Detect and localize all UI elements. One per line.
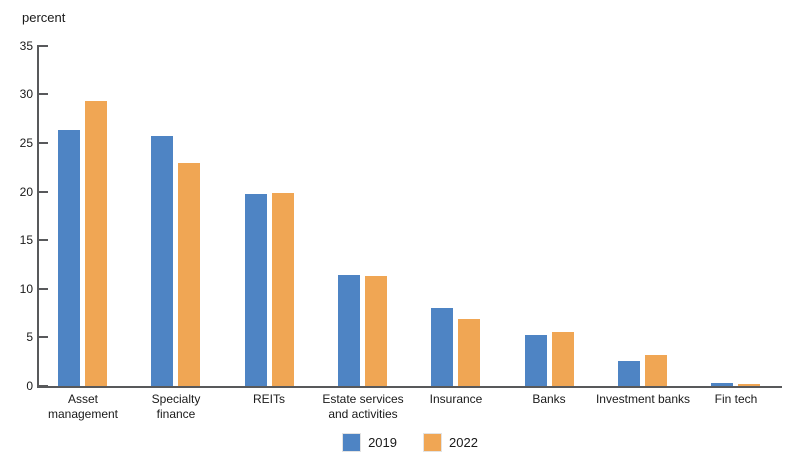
legend-label: 2019 [368, 435, 397, 450]
y-tick-label: 25 [19, 136, 33, 150]
y-axis-unit-label: percent [22, 10, 66, 25]
x-category-label: Banks [532, 392, 566, 406]
y-tick-label: 0 [26, 379, 33, 393]
y-tick-mark [38, 142, 48, 144]
bar-2022-investment-banks [645, 355, 667, 386]
legend-label: 2022 [449, 435, 478, 450]
bar-2019-specialty-finance [151, 136, 173, 386]
legend: 2019 2022 [38, 433, 782, 452]
y-tick-label: 20 [19, 184, 33, 199]
y-tick-label: 35 [19, 38, 33, 53]
bar-2022-asset-management [85, 101, 107, 386]
y-tick-mark [38, 44, 48, 47]
x-category-label: Estate services and activities [322, 392, 404, 421]
bar-2019-insurance [431, 308, 453, 386]
legend-item-2019: 2019 [342, 433, 397, 452]
legend-swatch-2022 [423, 433, 442, 452]
y-tick-label: 5 [26, 330, 33, 345]
bar-2019-asset-management [58, 130, 80, 386]
bar-2022-banks [552, 332, 574, 386]
x-category-label: REITs [252, 392, 285, 406]
y-tick-mark [38, 287, 48, 290]
y-tick-mark [38, 336, 48, 339]
x-category-label: Specialty finance [151, 392, 201, 421]
legend-swatch-2019 [342, 433, 362, 452]
bar-2019-fin-tech [711, 383, 733, 386]
bar-2022-fin-tech [738, 384, 760, 386]
bar-2019-estate-services-and-activities [338, 275, 360, 386]
x-category-label: Fin tech [714, 392, 758, 406]
bar-2022-insurance [458, 319, 480, 386]
x-axis-line [37, 386, 782, 388]
y-tick-label: 30 [19, 87, 33, 102]
x-category-label: Asset management [47, 392, 119, 421]
bar-2022-specialty-finance [178, 163, 200, 386]
x-category-label: Insurance [429, 392, 483, 406]
y-tick-mark [38, 93, 48, 96]
bar-2019-reits [245, 194, 267, 386]
y-tick-label: 10 [19, 281, 33, 296]
bar-2019-banks [525, 335, 547, 386]
y-axis-line [37, 45, 39, 388]
y-tick-label: 15 [19, 233, 33, 248]
bar-2022-reits [272, 193, 294, 386]
y-tick-mark [38, 239, 48, 242]
y-tick-mark [38, 190, 48, 193]
y-tick-mark [38, 385, 48, 387]
bar-2022-estate-services-and-activities [365, 276, 387, 386]
legend-item-2022: 2022 [423, 433, 478, 452]
x-category-label: Investment banks [595, 392, 691, 406]
bar-2019-investment-banks [618, 361, 640, 386]
